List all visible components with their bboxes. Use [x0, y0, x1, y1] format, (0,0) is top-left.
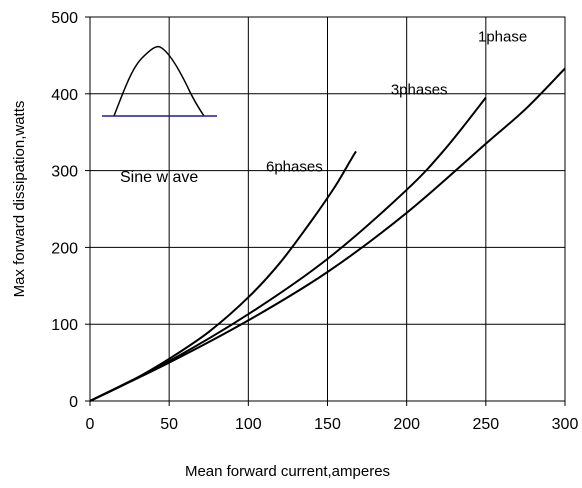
- series-label-1phase: 1phase: [478, 28, 527, 45]
- x-tick-label: 250: [472, 416, 499, 433]
- y-tick-label: 0: [69, 394, 78, 411]
- x-tick-label: 200: [393, 416, 420, 433]
- series-label-6phases: 6phases: [266, 158, 323, 175]
- x-tick-label: 50: [160, 416, 178, 433]
- x-axis-title: Mean forward current,amperes: [185, 463, 390, 480]
- y-tick-label: 200: [51, 240, 78, 257]
- inset-label: Sine w ave: [120, 169, 198, 186]
- y-tick-label: 400: [51, 87, 78, 104]
- x-tick-label: 150: [314, 416, 341, 433]
- series-labels: 6phases 3phases 1phase: [266, 28, 527, 175]
- series-line-6phases: [89, 150, 357, 402]
- series-lines: [89, 67, 566, 402]
- y-tick-label: 100: [51, 317, 78, 334]
- series-line-3phases: [89, 96, 487, 402]
- x-tick-label: 0: [86, 416, 95, 433]
- y-axis-title: Max forward dissipation,watts: [11, 101, 28, 298]
- series-label-3phases: 3phases: [391, 82, 448, 99]
- sine-wave-inset: Sine w ave: [102, 45, 217, 186]
- x-axis-ticks: 0 50 100 150 200 250 300: [86, 401, 579, 433]
- x-tick-label: 300: [552, 416, 579, 433]
- x-tick-label: 100: [235, 416, 262, 433]
- series-line-1phase: [89, 67, 566, 402]
- grid-lines: [90, 17, 565, 401]
- y-tick-label: 500: [51, 10, 78, 27]
- sine-wave-curve: [113, 45, 205, 117]
- y-axis-ticks: 0 100 200 300 400 500: [51, 10, 90, 411]
- y-tick-label: 300: [51, 164, 78, 181]
